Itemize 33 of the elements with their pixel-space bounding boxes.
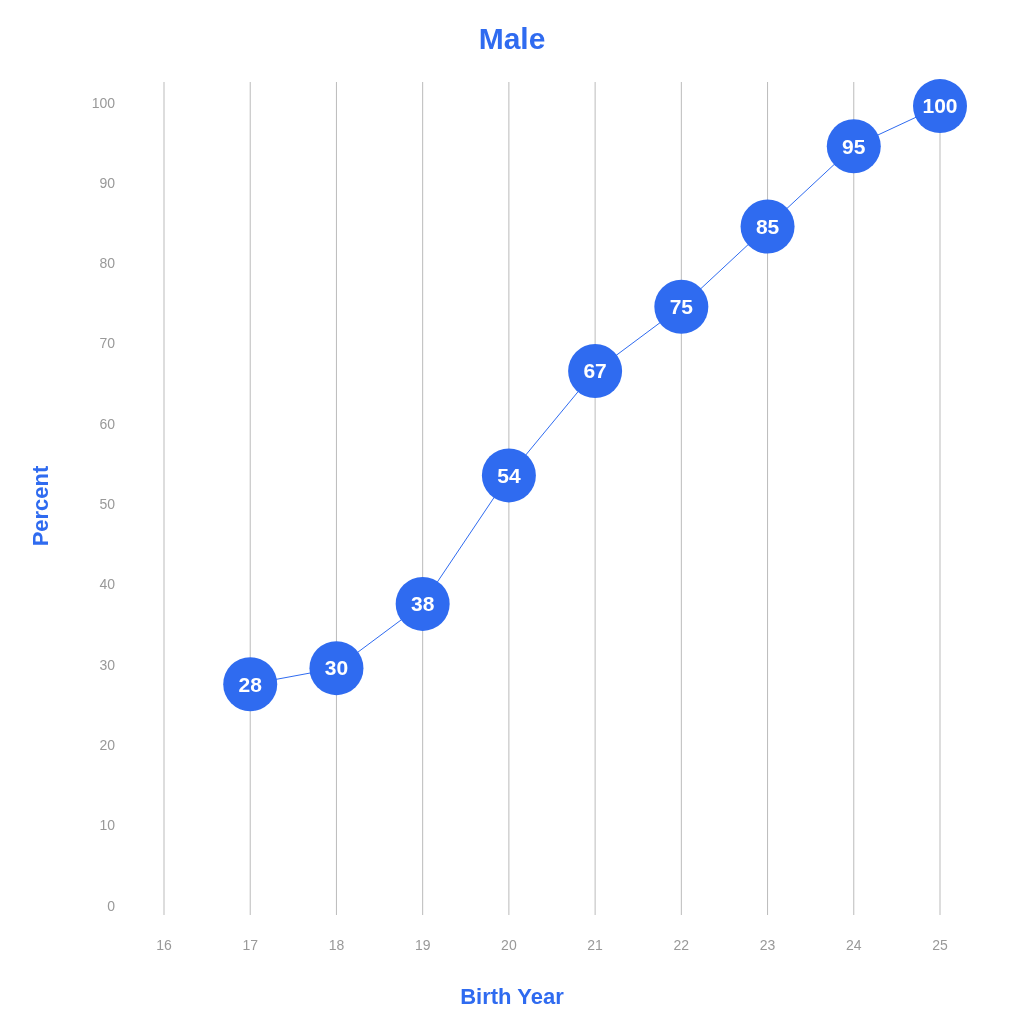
data-label: 67 (583, 359, 607, 383)
y-tick-label: 30 (99, 656, 116, 673)
x-tick-label: 24 (845, 937, 862, 953)
data-label: 85 (755, 214, 780, 238)
y-tick-label: 50 (99, 496, 116, 513)
data-label: 95 (842, 134, 866, 158)
data-label: 100 (922, 94, 958, 118)
data-label: 75 (669, 295, 694, 319)
chart-title: Male (478, 22, 546, 55)
y-tick-label: 70 (99, 335, 116, 352)
x-axis-title: Birth Year (460, 984, 565, 1009)
y-axis-title: Percent (28, 464, 53, 547)
data-label: 54 (497, 463, 521, 487)
x-tick-label: 21 (587, 937, 604, 953)
y-tick-label: 100 (91, 94, 116, 111)
x-tick-label: 22 (673, 937, 690, 953)
data-label: 28 (238, 672, 263, 696)
x-tick-label: 19 (414, 937, 431, 953)
x-tick-label: 25 (932, 937, 948, 953)
data-label: 30 (324, 656, 349, 680)
y-tick-label: 90 (99, 174, 116, 191)
x-tick-label: 16 (156, 937, 172, 953)
x-tick-label: 18 (328, 937, 345, 953)
y-tick-label: 0 (107, 897, 116, 914)
y-tick-label: 80 (99, 255, 116, 272)
y-tick-label: 60 (99, 415, 116, 432)
y-tick-label: 40 (99, 576, 116, 593)
data-label: 38 (410, 592, 435, 616)
x-tick-label: 20 (501, 937, 517, 953)
x-tick-label: 23 (759, 937, 776, 953)
y-tick-label: 20 (99, 736, 116, 753)
x-tick-label: 17 (242, 937, 259, 953)
y-tick-label: 10 (99, 817, 116, 834)
